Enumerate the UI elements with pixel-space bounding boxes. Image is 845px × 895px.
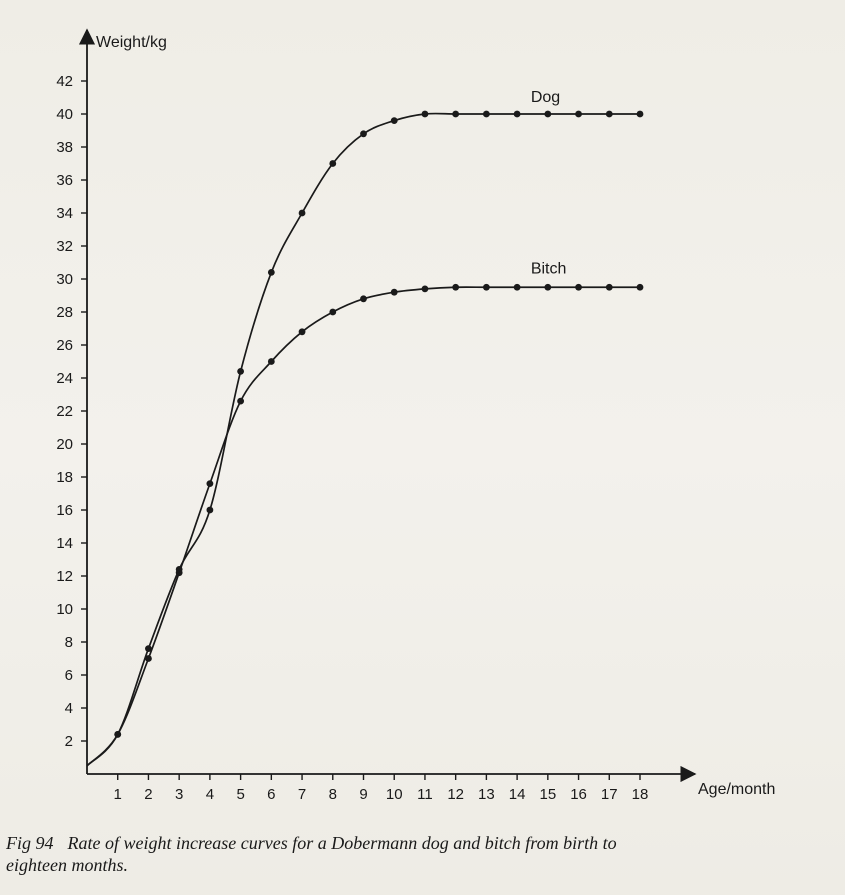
data-point: [175, 569, 183, 577]
y-tick-label: 2: [65, 733, 73, 750]
y-tick-label: 32: [56, 238, 73, 255]
y-tick-label: 16: [56, 502, 73, 519]
data-point: [452, 110, 460, 118]
x-tick-label: 17: [601, 786, 618, 803]
data-point: [575, 283, 582, 291]
data-point: [575, 110, 582, 118]
y-tick-label: 24: [56, 370, 73, 387]
data-point: [267, 358, 275, 365]
data-point: [237, 397, 245, 405]
x-tick-label: 4: [206, 786, 214, 803]
y-tick-label: 8: [65, 634, 73, 651]
y-tick-label: 12: [56, 568, 73, 585]
x-tick-label: 16: [570, 786, 587, 803]
data-point: [452, 283, 460, 291]
x-tick-label: 11: [417, 786, 433, 803]
data-point: [544, 110, 552, 118]
data-point: [605, 110, 613, 118]
x-tick-label: 10: [386, 786, 403, 803]
series-line: [86, 112, 640, 767]
x-tick-label: 2: [144, 786, 152, 803]
series-line: [86, 286, 640, 767]
x-tick-label: 18: [632, 786, 649, 803]
data-point: [267, 269, 275, 276]
data-point: [360, 130, 367, 138]
y-tick-label: 6: [65, 667, 73, 684]
y-tick-label: 28: [56, 304, 73, 321]
x-tick-label: 1: [114, 786, 122, 803]
y-tick-label: 42: [56, 73, 73, 90]
figure-number: Fig 94: [6, 833, 54, 853]
data-point: [636, 283, 644, 291]
x-tick-label: 14: [509, 786, 526, 803]
x-tick-label: 7: [298, 786, 306, 803]
data-point: [114, 731, 122, 738]
y-tick-label: 4: [65, 700, 73, 717]
series-bitch: Bitch: [86, 260, 644, 767]
axis-ticks: 1 2 3 4 5 6 7 8 9 10 11 12 13 14 15 16 17 182468101214161…: [56, 73, 648, 803]
y-tick-label: 34: [56, 205, 73, 222]
y-tick-label: 14: [56, 535, 73, 552]
x-tick-label: 6: [267, 786, 275, 803]
data-point: [145, 645, 152, 652]
data-point: [513, 283, 521, 291]
y-tick-label: 20: [56, 436, 73, 453]
series-layer: Dog Bitch: [86, 89, 644, 767]
y-tick-label: 10: [56, 601, 73, 618]
data-point: [145, 655, 152, 662]
x-tick-label: 15: [539, 786, 556, 803]
data-point: [329, 160, 337, 167]
data-point: [513, 110, 521, 118]
y-tick-label: 36: [56, 172, 73, 189]
data-point: [298, 328, 306, 336]
y-tick-label: 40: [56, 106, 73, 123]
data-point: [206, 506, 214, 514]
x-tick-label: 3: [175, 786, 183, 803]
y-tick-label: 30: [56, 271, 73, 288]
data-point: [544, 283, 552, 291]
data-point: [482, 283, 490, 291]
caption-text: Rate of weight increase curves for a Dob…: [6, 833, 617, 875]
y-tick-label: 18: [56, 469, 73, 486]
data-point: [636, 110, 644, 118]
x-tick-label: 13: [478, 786, 495, 803]
data-point: [298, 209, 306, 217]
data-point: [390, 288, 398, 296]
data-point: [605, 283, 613, 291]
x-axis-title: Age/month: [698, 781, 775, 798]
weight-chart: Weight/kg Age/month 1 2 3 4 5 6 7 8 9 10 11 12 13 14 1…: [56, 28, 775, 803]
data-point: [329, 308, 337, 316]
data-point: [206, 480, 214, 487]
y-tick-label: 22: [56, 403, 73, 420]
y-tick-label: 38: [56, 139, 73, 156]
data-point: [390, 117, 398, 124]
x-tick-label: 9: [359, 786, 367, 803]
x-tick-label: 12: [447, 786, 464, 803]
data-point: [421, 285, 429, 293]
series-dog: Dog: [86, 89, 644, 767]
x-tick-label: 8: [329, 786, 337, 803]
y-tick-label: 26: [56, 337, 73, 354]
series-label: Bitch: [531, 260, 567, 277]
data-point: [360, 295, 367, 303]
y-axis-title: Weight/kg: [96, 34, 167, 51]
data-point: [421, 110, 429, 118]
data-point: [237, 368, 245, 375]
series-label: Dog: [531, 89, 560, 106]
figure-caption: Fig 94 Rate of weight increase curves for…: [6, 832, 646, 876]
x-tick-label: 5: [236, 786, 244, 803]
data-point: [482, 110, 490, 118]
